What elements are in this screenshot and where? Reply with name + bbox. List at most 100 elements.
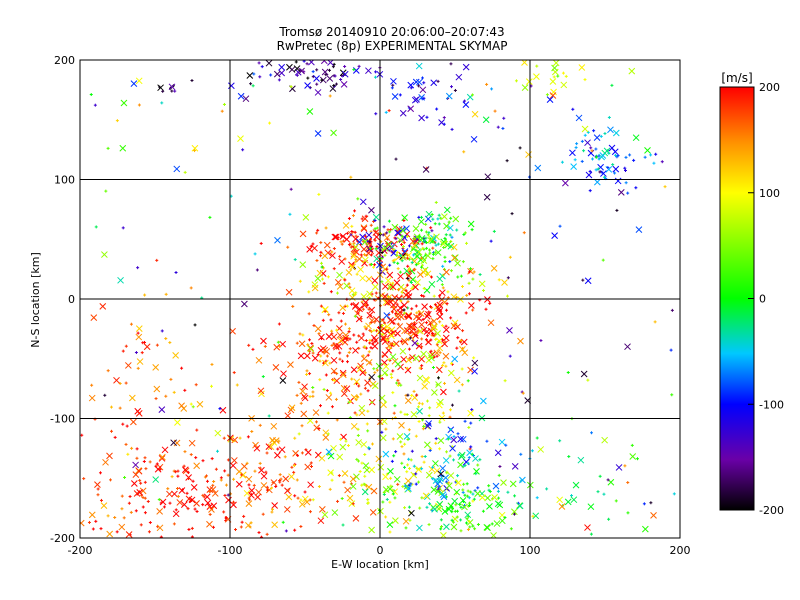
data-point — [472, 270, 476, 274]
data-point — [253, 469, 257, 473]
data-point — [298, 500, 306, 508]
data-point — [368, 306, 376, 314]
data-point — [440, 324, 444, 328]
data-point — [457, 389, 461, 393]
data-point — [380, 324, 384, 328]
points-layer — [80, 60, 676, 538]
data-point — [612, 129, 620, 137]
data-point — [370, 400, 374, 404]
data-point — [375, 329, 379, 333]
data-point — [408, 266, 412, 270]
data-point — [421, 383, 429, 390]
data-point — [588, 189, 592, 193]
data-point — [295, 393, 299, 397]
data-point — [614, 177, 622, 185]
data-point — [387, 330, 394, 338]
data-point — [628, 67, 636, 75]
data-point — [381, 418, 388, 425]
colorbar-tick-label: 0 — [759, 293, 766, 306]
data-point — [388, 263, 392, 267]
data-point — [336, 271, 343, 279]
data-point — [229, 462, 237, 469]
data-point — [606, 478, 610, 482]
data-point — [353, 378, 361, 386]
data-point — [317, 485, 321, 489]
data-point — [382, 450, 390, 458]
data-point — [368, 466, 376, 474]
data-point — [125, 531, 133, 538]
data-point — [364, 346, 368, 350]
data-point — [487, 484, 491, 488]
data-point — [371, 342, 375, 346]
data-point — [521, 60, 528, 66]
data-point — [467, 496, 471, 500]
data-point — [406, 393, 410, 397]
data-point — [396, 267, 400, 271]
data-point — [333, 74, 337, 78]
data-point — [311, 354, 319, 362]
data-point — [437, 213, 441, 217]
data-point — [288, 212, 292, 216]
data-point — [183, 388, 187, 392]
data-point — [388, 230, 392, 234]
data-point — [422, 287, 426, 291]
data-point — [644, 147, 651, 154]
data-point — [466, 449, 473, 457]
data-point — [366, 409, 370, 413]
data-point — [420, 364, 424, 368]
data-point — [186, 507, 190, 511]
data-point — [439, 289, 446, 297]
data-point — [459, 529, 463, 533]
data-point — [434, 480, 442, 488]
data-point — [330, 478, 334, 482]
data-point — [400, 234, 404, 238]
data-point — [531, 514, 535, 518]
data-point — [161, 89, 165, 93]
data-point — [382, 486, 390, 493]
data-point — [335, 291, 339, 295]
data-point — [345, 231, 349, 235]
data-point — [420, 496, 424, 500]
data-point — [471, 359, 479, 367]
data-point — [257, 531, 261, 535]
data-point — [246, 435, 250, 439]
data-point — [326, 75, 334, 82]
data-point — [374, 70, 378, 74]
data-point — [113, 516, 117, 520]
data-point — [320, 265, 324, 269]
data-point — [456, 275, 460, 279]
data-point — [308, 395, 312, 399]
data-point — [385, 241, 393, 248]
data-point — [443, 236, 447, 240]
data-point — [147, 530, 151, 534]
data-point — [418, 355, 425, 363]
data-point — [471, 524, 475, 528]
data-point — [355, 394, 359, 398]
data-point — [643, 155, 647, 159]
data-point — [210, 457, 214, 461]
data-point — [293, 65, 301, 72]
data-point — [297, 432, 301, 436]
data-point — [420, 350, 427, 358]
y-tick-label: -200 — [50, 532, 75, 545]
data-point — [463, 493, 467, 497]
data-point — [518, 146, 522, 150]
data-point — [434, 249, 442, 256]
data-point — [434, 243, 438, 247]
data-point — [419, 86, 427, 94]
data-point — [296, 496, 300, 500]
data-point — [560, 160, 564, 164]
data-point — [325, 354, 329, 358]
data-point — [435, 305, 443, 313]
data-point — [412, 322, 416, 326]
data-point — [415, 466, 422, 473]
data-point — [121, 226, 125, 230]
data-point — [330, 471, 334, 475]
data-point — [385, 497, 389, 501]
data-point — [193, 507, 197, 511]
data-point — [366, 501, 370, 505]
data-point — [443, 381, 447, 385]
data-point — [329, 391, 333, 395]
data-point — [597, 154, 601, 158]
data-point — [373, 218, 377, 222]
